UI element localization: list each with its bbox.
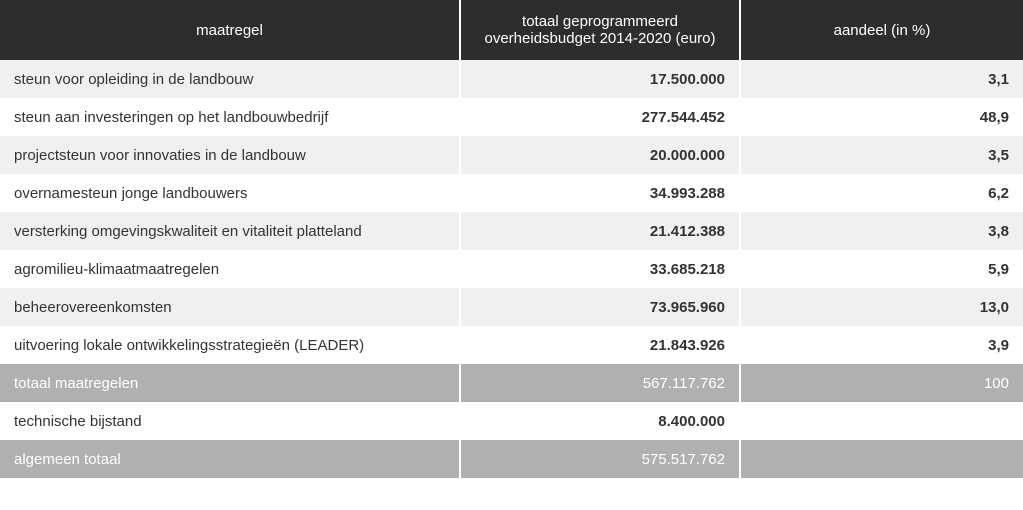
cell-budget: 34.993.288: [460, 174, 740, 212]
table-row: agromilieu-klimaatmaatregelen 33.685.218…: [0, 250, 1023, 288]
cell-budget: 21.412.388: [460, 212, 740, 250]
cell-measure: versterking omgevingskwaliteit en vitali…: [0, 212, 460, 250]
table-row: beheerovereenkomsten 73.965.960 13,0: [0, 288, 1023, 326]
subtotal-row: totaal maatregelen 567.117.762 100: [0, 364, 1023, 402]
cell-share: 6,2: [740, 174, 1023, 212]
cell-share: 3,9: [740, 326, 1023, 364]
table-row: overnamesteun jonge landbouwers 34.993.2…: [0, 174, 1023, 212]
cell-share: 3,5: [740, 136, 1023, 174]
col-header-budget: totaal geprogrammeerd overheidsbudget 20…: [460, 0, 740, 60]
table-row: versterking omgevingskwaliteit en vitali…: [0, 212, 1023, 250]
cell-budget: 33.685.218: [460, 250, 740, 288]
col-header-measure: maatregel: [0, 0, 460, 60]
cell-measure: steun voor opleiding in de landbouw: [0, 60, 460, 98]
cell-budget: 567.117.762: [460, 364, 740, 402]
cell-measure: technische bijstand: [0, 402, 460, 440]
table-header-row: maatregel totaal geprogrammeerd overheid…: [0, 0, 1023, 60]
cell-budget: 575.517.762: [460, 440, 740, 478]
cell-measure: overnamesteun jonge landbouwers: [0, 174, 460, 212]
cell-budget: 20.000.000: [460, 136, 740, 174]
table-body: steun voor opleiding in de landbouw 17.5…: [0, 60, 1023, 478]
table-row: projectsteun voor innovaties in de landb…: [0, 136, 1023, 174]
col-header-share: aandeel (in %): [740, 0, 1023, 60]
cell-share: 5,9: [740, 250, 1023, 288]
cell-share: 100: [740, 364, 1023, 402]
table-row: uitvoering lokale ontwikkelingsstrategie…: [0, 326, 1023, 364]
cell-share: 3,8: [740, 212, 1023, 250]
cell-measure: uitvoering lokale ontwikkelingsstrategie…: [0, 326, 460, 364]
cell-share: 48,9: [740, 98, 1023, 136]
cell-measure: projectsteun voor innovaties in de landb…: [0, 136, 460, 174]
cell-budget: 73.965.960: [460, 288, 740, 326]
cell-budget: 277.544.452: [460, 98, 740, 136]
cell-share: 13,0: [740, 288, 1023, 326]
table-row: steun aan investeringen op het landbouwb…: [0, 98, 1023, 136]
technical-row: technische bijstand 8.400.000: [0, 402, 1023, 440]
budget-table: maatregel totaal geprogrammeerd overheid…: [0, 0, 1023, 478]
cell-measure: steun aan investeringen op het landbouwb…: [0, 98, 460, 136]
cell-measure: agromilieu-klimaatmaatregelen: [0, 250, 460, 288]
cell-share: 3,1: [740, 60, 1023, 98]
table-row: steun voor opleiding in de landbouw 17.5…: [0, 60, 1023, 98]
cell-measure: totaal maatregelen: [0, 364, 460, 402]
grandtotal-row: algemeen totaal 575.517.762: [0, 440, 1023, 478]
cell-share: [740, 402, 1023, 440]
cell-budget: 21.843.926: [460, 326, 740, 364]
cell-measure: beheerovereenkomsten: [0, 288, 460, 326]
cell-share: [740, 440, 1023, 478]
cell-budget: 17.500.000: [460, 60, 740, 98]
cell-budget: 8.400.000: [460, 402, 740, 440]
cell-measure: algemeen totaal: [0, 440, 460, 478]
